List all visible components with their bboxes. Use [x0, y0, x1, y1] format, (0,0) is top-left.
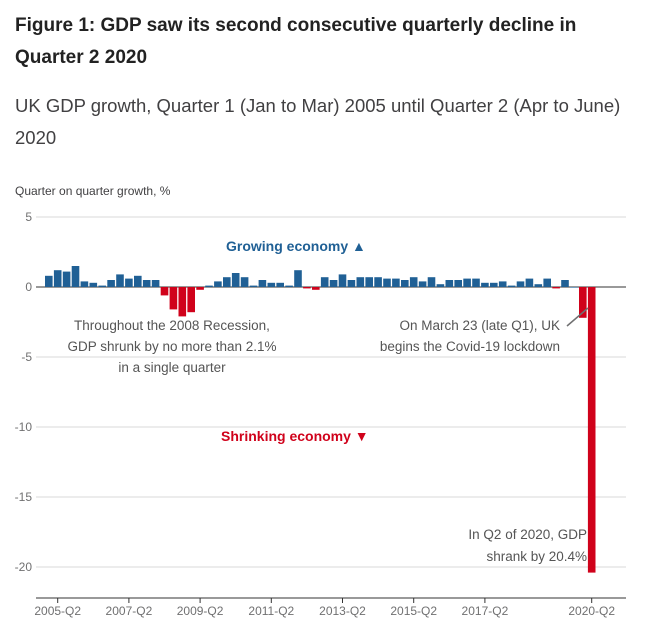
bar-2005-Q4: [71, 266, 80, 287]
bar-2008-Q3: [169, 287, 178, 310]
bar-2009-Q1: [187, 287, 195, 313]
y-tick-label: 5: [25, 210, 32, 224]
bar-2011-Q3: [276, 282, 284, 287]
bar-2019-Q3: [561, 280, 569, 287]
y-tick-label: -20: [15, 560, 33, 574]
chart-subtitle: UK GDP growth, Quarter 1 (Jan to Mar) 20…: [15, 95, 621, 148]
bar-2014-Q4: [392, 278, 400, 287]
bar-2006-Q4: [107, 280, 115, 287]
bar-2015-Q2: [409, 277, 418, 287]
bar-2015-Q3: [418, 281, 427, 287]
x-axis: 2005-Q2 2007-Q2 2009-Q2 2011-Q2 2013-Q2 2015-…: [34, 597, 626, 618]
bar-2010-Q2: [231, 273, 240, 287]
bar-2013-Q3: [347, 280, 356, 287]
bar-2014-Q3: [383, 278, 391, 287]
bar-2005-Q1: [45, 275, 53, 287]
bar-2008-Q4: [178, 287, 187, 317]
y-tick-label: 0: [25, 280, 32, 294]
bar-2015-Q4: [427, 277, 436, 287]
annotation-recession-line-2: GDP shrunk by no more than 2.1%: [67, 339, 276, 354]
bar-2007-Q3: [134, 275, 142, 287]
annotation-recession-line-3: in a single quarter: [118, 360, 226, 375]
x-tick-label: 2017-Q2: [462, 604, 509, 618]
x-tick-label: 2007-Q2: [106, 604, 153, 618]
bar-2020-Q2: [587, 287, 596, 573]
x-tick-label: 2005-Q2: [34, 604, 81, 618]
bar-2009-Q2: [196, 287, 204, 290]
annotation-lockdown-pointer: [566, 307, 589, 327]
bar-2010-Q3: [240, 277, 249, 287]
bar-2006-Q2: [89, 282, 98, 287]
bar-2006-Q1: [80, 281, 89, 287]
bar-2017-Q3: [490, 282, 498, 287]
x-tick-label: 2013-Q2: [319, 604, 366, 618]
bar-2009-Q4: [214, 281, 222, 287]
annotation-lockdown-line-2: begins the Covid-19 lockdown: [380, 339, 560, 354]
bar-2019-Q4: [570, 287, 578, 288]
bar-2012-Q2: [303, 287, 311, 289]
gridlines: [36, 216, 626, 568]
annotation-recession-line-1: Throughout the 2008 Recession,: [74, 318, 270, 333]
bar-2008-Q1: [151, 280, 160, 287]
y-axis-ticks: 5 0 -5 -10 -15 -20: [15, 210, 33, 574]
bar-2011-Q2: [267, 282, 276, 287]
bar-2011-Q1: [258, 280, 267, 287]
bar-2005-Q2: [53, 270, 62, 287]
y-tick-label: -10: [15, 420, 33, 434]
bar-2014-Q1: [365, 277, 373, 287]
bar-2017-Q1: [472, 278, 480, 287]
bar-2012-Q1: [294, 270, 302, 287]
bar-2014-Q2: [374, 277, 382, 287]
bar-2012-Q3: [312, 287, 320, 290]
bar-2010-Q4: [249, 285, 258, 287]
x-tick-label: 2011-Q2: [248, 604, 294, 618]
bar-2013-Q1: [329, 280, 338, 287]
annotation-growing: Growing economy ▲: [226, 238, 366, 254]
bar-2018-Q4: [534, 284, 543, 287]
y-axis-label: Quarter on quarter growth, %: [15, 184, 171, 198]
bar-2013-Q2: [338, 274, 347, 287]
annotation-q2-2020-line-1: In Q2 of 2020, GDP: [468, 527, 587, 542]
annotation-q2-2020-line-2: shrank by 20.4%: [486, 549, 587, 564]
bar-2015-Q1: [401, 280, 409, 287]
annotation-lockdown-line-1: On March 23 (late Q1), UK: [399, 318, 560, 333]
bar-2012-Q4: [320, 277, 329, 287]
bar-2013-Q4: [356, 277, 365, 287]
bar-2020-Q1: [579, 287, 587, 318]
bar-2007-Q4: [142, 280, 151, 287]
bar-2016-Q4: [463, 278, 471, 287]
bar-2005-Q3: [62, 271, 71, 287]
annotations: Growing economy ▲ Shrinking economy ▼ Th…: [67, 238, 589, 564]
x-tick-label: 2009-Q2: [177, 604, 224, 618]
bar-2017-Q2: [481, 282, 489, 287]
bar-2009-Q3: [205, 285, 213, 287]
bar-2019-Q2: [552, 287, 560, 289]
bar-2018-Q3: [525, 278, 534, 287]
x-tick-label: 2020-Q2: [568, 604, 615, 618]
bar-2016-Q3: [454, 280, 462, 287]
bar-2016-Q2: [445, 280, 454, 287]
bar-2011-Q4: [285, 285, 293, 287]
bar-2017-Q4: [498, 281, 507, 287]
annotation-shrinking: Shrinking economy ▼: [221, 428, 369, 444]
bar-2010-Q1: [223, 277, 231, 287]
bar-2007-Q1: [116, 274, 124, 287]
chart-title: Figure 1: GDP saw its second consecutive…: [15, 15, 577, 68]
bar-2019-Q1: [543, 278, 551, 287]
bar-2007-Q2: [125, 278, 133, 287]
bar-2006-Q3: [98, 285, 106, 287]
y-tick-label: -15: [15, 490, 33, 504]
y-tick-label: -5: [21, 350, 32, 364]
x-tick-label: 2015-Q2: [390, 604, 437, 618]
bar-2018-Q2: [516, 281, 525, 287]
bars: [45, 266, 596, 573]
bar-2008-Q2: [160, 287, 169, 296]
bar-2016-Q1: [436, 284, 445, 287]
bar-2018-Q1: [507, 285, 516, 287]
